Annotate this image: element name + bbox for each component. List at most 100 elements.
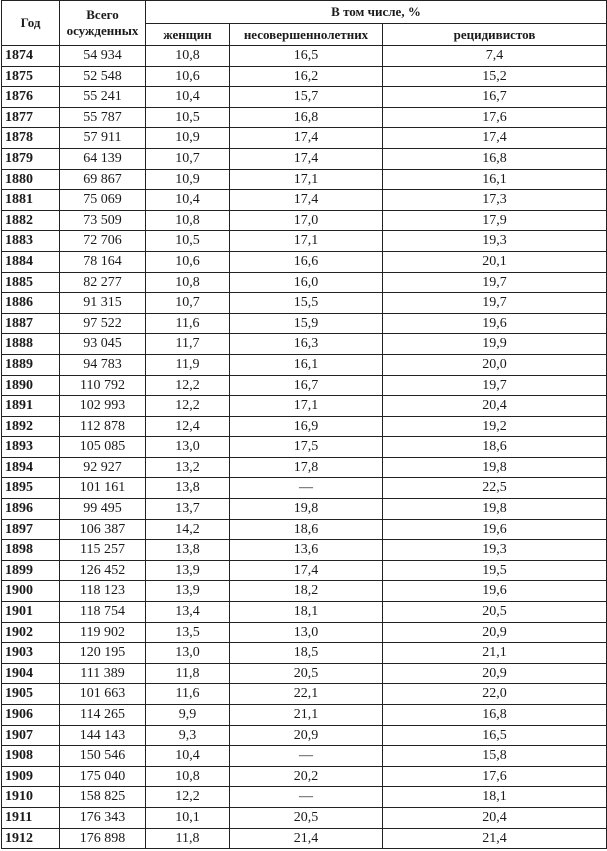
cell-total: 75 069 xyxy=(59,189,146,211)
cell-year: 1881 xyxy=(1,189,60,211)
cell-recidivists: 15,2 xyxy=(382,65,607,88)
cell-year: 1912 xyxy=(1,827,60,850)
cell-women: 10,4 xyxy=(145,86,230,108)
cell-total: 101 161 xyxy=(59,477,146,500)
cell-minors: 20,2 xyxy=(229,765,383,788)
cell-year: 1875 xyxy=(1,65,60,88)
cell-total: 126 452 xyxy=(59,559,146,582)
cell-year: 1877 xyxy=(1,106,60,129)
cell-year: 1907 xyxy=(1,724,60,747)
cell-minors: 17,0 xyxy=(229,209,383,232)
cell-minors: 19,8 xyxy=(229,498,383,520)
cell-year: 1898 xyxy=(1,539,60,561)
cell-total: 112 878 xyxy=(59,415,146,438)
cell-year: 1895 xyxy=(1,477,60,500)
cell-year: 1896 xyxy=(1,498,60,520)
cell-recidivists: 19,6 xyxy=(382,580,607,603)
cell-women: 11,9 xyxy=(145,353,230,376)
cell-minors: 18,5 xyxy=(229,642,383,664)
table-row: 1894 92 927 13,2 17,8 19,8 xyxy=(1,456,607,479)
cell-year: 1903 xyxy=(1,642,60,664)
cell-total: 55 787 xyxy=(59,106,146,129)
cell-recidivists: 16,7 xyxy=(382,86,607,108)
cell-total: 97 522 xyxy=(59,312,146,335)
table-row: 1882 73 509 10,8 17,0 17,9 xyxy=(1,209,607,232)
cell-total: 102 993 xyxy=(59,395,146,417)
table-row: 1897 106 387 14,2 18,6 19,6 xyxy=(1,518,607,541)
cell-total: 92 927 xyxy=(59,456,146,479)
table-row: 1893 105 085 13,0 17,5 18,6 xyxy=(1,436,607,458)
table-row: 1908 150 546 10,4—15,8 xyxy=(1,745,607,767)
cell-recidivists: 16,8 xyxy=(382,704,607,726)
cell-year: 1891 xyxy=(1,395,60,417)
cell-women: 9,9 xyxy=(145,704,230,726)
cell-recidivists: 17,6 xyxy=(382,106,607,129)
cell-minors: 22,1 xyxy=(229,683,383,705)
cell-minors: — xyxy=(229,477,383,500)
table-row: 1912 176 898 11,8 21,4 21,4 xyxy=(1,827,607,850)
cell-minors: 17,8 xyxy=(229,456,383,479)
cell-recidivists: 19,9 xyxy=(382,333,607,355)
table-row: 1884 78 164 10,6 16,6 20,1 xyxy=(1,250,607,273)
cell-year: 1904 xyxy=(1,662,60,685)
cell-women: 10,5 xyxy=(145,106,230,129)
cell-women: 10,8 xyxy=(145,271,230,294)
header-year: Год xyxy=(1,0,60,46)
cell-women: 10,7 xyxy=(145,147,230,170)
cell-recidivists: 18,1 xyxy=(382,786,607,808)
cell-recidivists: 19,5 xyxy=(382,559,607,582)
cell-recidivists: 16,1 xyxy=(382,168,607,191)
cell-women: 10,8 xyxy=(145,45,230,67)
cell-total: 175 040 xyxy=(59,765,146,788)
cell-women: 13,2 xyxy=(145,456,230,479)
cell-total: 105 085 xyxy=(59,436,146,458)
cell-total: 82 277 xyxy=(59,271,146,294)
cell-minors: 13,0 xyxy=(229,621,383,644)
table-row: 1901 118 754 13,4 18,1 20,5 xyxy=(1,601,607,623)
cell-year: 1905 xyxy=(1,683,60,705)
cell-minors: 16,9 xyxy=(229,415,383,438)
cell-recidivists: 16,8 xyxy=(382,147,607,170)
cell-women: 11,7 xyxy=(145,333,230,355)
cell-year: 1882 xyxy=(1,209,60,232)
cell-year: 1883 xyxy=(1,230,60,252)
cell-women: 11,8 xyxy=(145,662,230,685)
table-row: 1907 144 143 9,3 20,9 16,5 xyxy=(1,724,607,747)
cell-total: 111 389 xyxy=(59,662,146,685)
table-row: 1878 57 911 10,9 17,4 17,4 xyxy=(1,127,607,149)
table-row: 1911 176 343 10,1 20,5 20,4 xyxy=(1,806,607,829)
cell-minors: 17,4 xyxy=(229,189,383,211)
table-row: 1891 102 993 12,2 17,1 20,4 xyxy=(1,395,607,417)
cell-total: 176 343 xyxy=(59,806,146,829)
cell-women: 10,9 xyxy=(145,168,230,191)
cell-total: 101 663 xyxy=(59,683,146,705)
table-row: 1906 114 265 9,9 21,1 16,8 xyxy=(1,704,607,726)
cell-women: 12,2 xyxy=(145,786,230,808)
cell-minors: 16,5 xyxy=(229,45,383,67)
header-group: В том числе, % xyxy=(145,0,607,24)
cell-total: 144 143 xyxy=(59,724,146,747)
cell-recidivists: 19,7 xyxy=(382,271,607,294)
cell-recidivists: 17,3 xyxy=(382,189,607,211)
cell-women: 11,6 xyxy=(145,312,230,335)
cell-total: 118 754 xyxy=(59,601,146,623)
cell-total: 99 495 xyxy=(59,498,146,520)
cell-year: 1910 xyxy=(1,786,60,808)
cell-recidivists: 19,7 xyxy=(382,374,607,397)
cell-total: 91 315 xyxy=(59,292,146,314)
cell-year: 1901 xyxy=(1,601,60,623)
cell-minors: 17,1 xyxy=(229,168,383,191)
cell-year: 1894 xyxy=(1,456,60,479)
cell-recidivists: 20,5 xyxy=(382,601,607,623)
cell-year: 1888 xyxy=(1,333,60,355)
table-row: 1877 55 787 10,5 16,8 17,6 xyxy=(1,106,607,129)
cell-recidivists: 20,0 xyxy=(382,353,607,376)
cell-minors: 17,5 xyxy=(229,436,383,458)
cell-year: 1889 xyxy=(1,353,60,376)
table-row: 1888 93 045 11,7 16,3 19,9 xyxy=(1,333,607,355)
cell-recidivists: 20,1 xyxy=(382,250,607,273)
table-row: 1903 120 195 13,0 18,5 21,1 xyxy=(1,642,607,664)
cell-total: 54 934 xyxy=(59,45,146,67)
cell-women: 10,8 xyxy=(145,765,230,788)
cell-total: 115 257 xyxy=(59,539,146,561)
